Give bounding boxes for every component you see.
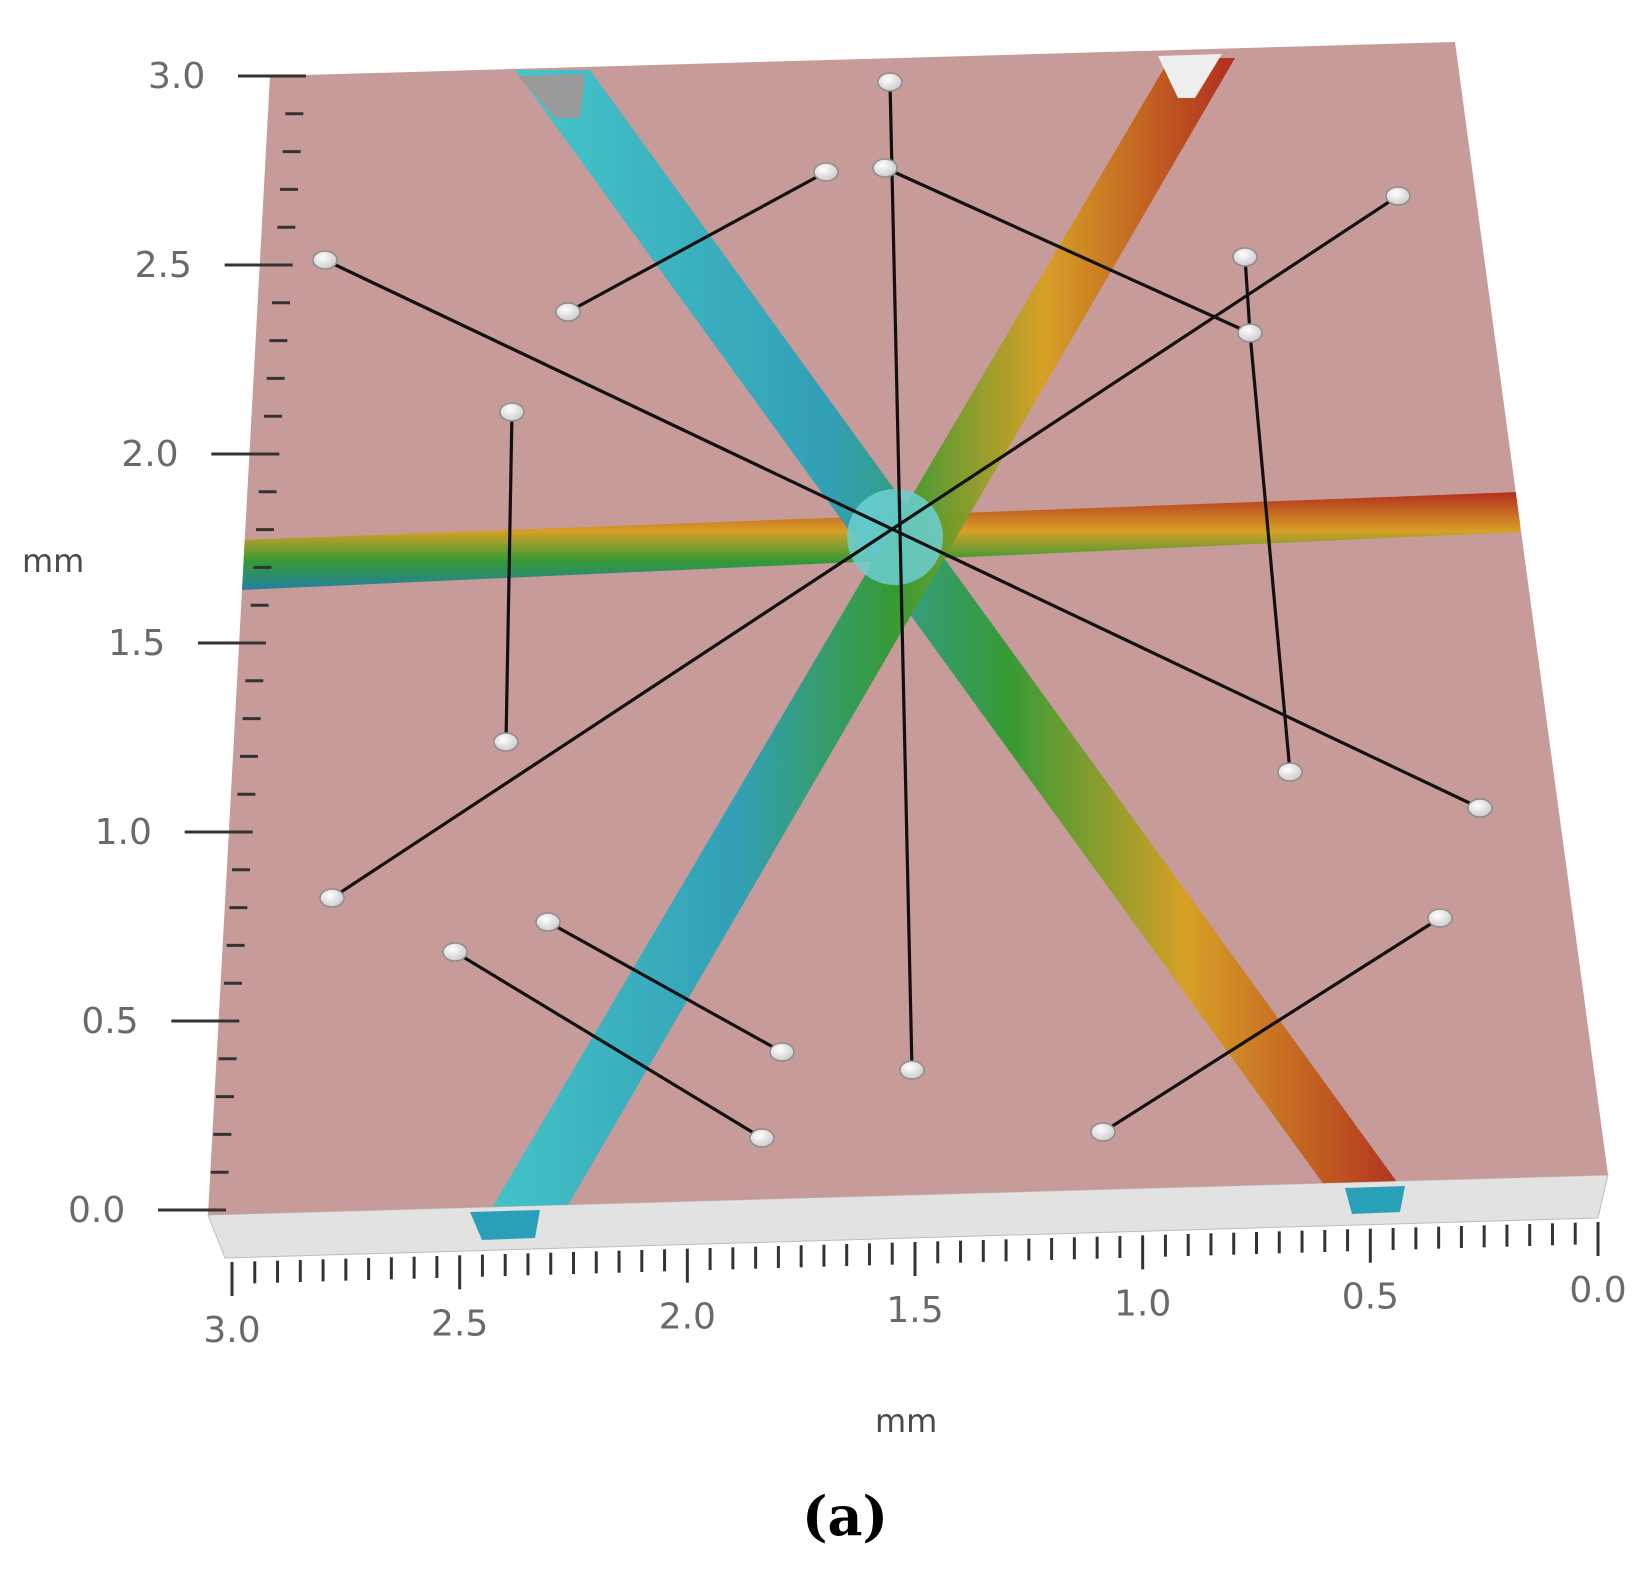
notch-top-left <box>518 74 585 118</box>
white-sphere-marker-icon <box>872 158 898 178</box>
x-tick-label: 0.0 <box>1569 1270 1626 1311</box>
measurement-line <box>567 170 827 314</box>
measurement-line <box>454 950 763 1140</box>
white-sphere-marker-icon <box>555 302 581 322</box>
white-sphere-marker-icon <box>499 402 525 422</box>
measurement-line <box>888 81 914 1071</box>
x-tick-label: 2.0 <box>659 1297 716 1338</box>
white-sphere-marker-icon <box>1232 247 1258 267</box>
white-sphere-marker-icon <box>442 942 468 962</box>
white-sphere-marker-icon <box>1427 908 1453 928</box>
measurement-line <box>547 920 783 1054</box>
notch-bottom-left <box>470 1210 540 1240</box>
y-axis: 3.0 2.5 2.0 1.5 1.0 0.5 0.0 <box>68 56 306 1231</box>
white-sphere-marker-icon <box>1090 1122 1116 1142</box>
groove-diagonal-tr-bl <box>470 58 1235 1215</box>
y-tick-label: 2.0 <box>121 434 178 475</box>
measurement-line <box>324 258 1481 810</box>
x-tick-label: 1.0 <box>1114 1283 1171 1324</box>
white-sphere-marker-icon <box>899 1060 925 1080</box>
x-tick-label: 1.5 <box>886 1290 943 1331</box>
white-sphere-marker-icon <box>749 1128 775 1148</box>
figure-caption: (a) <box>802 1484 888 1548</box>
measurement-line <box>884 166 1251 335</box>
notch-bottom-right <box>1345 1186 1405 1214</box>
groove-diagonal-tl-br <box>515 70 1410 1200</box>
measurement-line <box>1248 332 1292 773</box>
y-tick-label: 1.5 <box>108 623 165 664</box>
y-axis-unit: mm <box>22 542 84 580</box>
x-tick-label: 2.5 <box>431 1303 488 1344</box>
measurement-overlay <box>312 72 1493 1148</box>
white-sphere-marker-icon <box>813 162 839 182</box>
measurement-line <box>504 411 514 743</box>
x-tick-label: 3.0 <box>203 1310 260 1351</box>
white-sphere-marker-icon <box>493 732 519 752</box>
measurement-line <box>331 194 1399 900</box>
measurement-line <box>1102 916 1441 1134</box>
white-sphere-marker-icon <box>1385 186 1411 206</box>
white-sphere-marker-icon <box>319 888 345 908</box>
block-side-face <box>207 1174 1609 1259</box>
y-tick-label: 2.5 <box>135 245 192 286</box>
white-sphere-marker-icon <box>769 1042 795 1062</box>
white-sphere-marker-icon <box>1237 323 1263 343</box>
x-tick-label: 0.5 <box>1342 1277 1399 1318</box>
y-tick-label: 1.0 <box>95 812 152 853</box>
white-sphere-marker-icon <box>1277 762 1303 782</box>
measurement-line <box>1243 256 1252 334</box>
y-tick-label: 0.5 <box>81 1001 138 1042</box>
white-sphere-marker-icon <box>312 250 338 270</box>
y-tick-label: 0.0 <box>68 1190 125 1231</box>
white-sphere-marker-icon <box>535 912 561 932</box>
white-sphere-marker-icon <box>877 72 903 92</box>
notch-top-right <box>1158 54 1222 98</box>
y-tick-label: 3.0 <box>148 56 205 97</box>
x-axis-unit: mm <box>875 1402 937 1440</box>
white-sphere-marker-icon <box>1467 798 1493 818</box>
x-axis: 3.0 2.5 2.0 1.5 1.0 0.5 0.0 <box>203 1222 1627 1351</box>
grooves <box>240 58 1520 1215</box>
